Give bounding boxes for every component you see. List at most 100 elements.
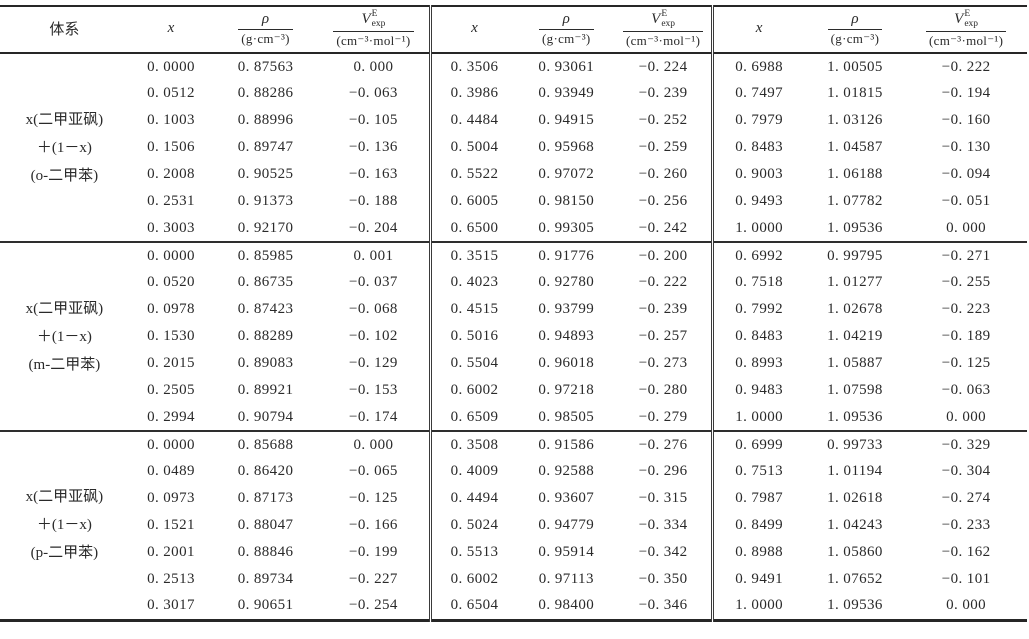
cell-rho: 1. 01277 xyxy=(827,274,883,291)
column-header-rho-2: ρ (g·cm⁻³) xyxy=(517,6,616,55)
cell-rho: 0. 88996 xyxy=(237,112,294,129)
cell-vexp: −0. 346 xyxy=(638,597,688,614)
cell-vexp: −0. 274 xyxy=(941,490,991,507)
cell-x: 0. 5024 xyxy=(429,512,517,540)
cell-vexp: −0. 194 xyxy=(941,85,991,102)
cell-rho: 1. 05887 xyxy=(827,355,883,372)
cell-rho: 1. 07782 xyxy=(827,193,883,210)
cell-x: 0. 4494 xyxy=(429,485,517,513)
cell-x: 0. 6504 xyxy=(429,593,517,621)
cell-rho: 1. 02678 xyxy=(827,301,883,318)
cell-rho: 0. 87173 xyxy=(237,490,294,507)
system-label-line: ＋(1－x) xyxy=(36,139,92,156)
cell-vexp: −0. 068 xyxy=(349,301,398,318)
cell-vexp: −0. 256 xyxy=(638,193,688,210)
cell-x: 0. 4484 xyxy=(429,107,517,135)
cell-vexp: −0. 065 xyxy=(349,463,398,480)
table-row: 0. 3017 0. 90651 −0. 254 0. 6504 0. 98400 −0.… xyxy=(0,593,1027,621)
cell-rho: 0. 86735 xyxy=(237,274,294,291)
cell-vexp: −0. 329 xyxy=(941,436,991,453)
system-label-line: (o-二甲苯) xyxy=(30,167,99,184)
x-symbol: x xyxy=(471,20,478,37)
cell-x: 0. 9491 xyxy=(710,566,805,594)
cell-vexp: −0. 239 xyxy=(638,301,688,318)
cell-rho: 0. 96018 xyxy=(538,355,595,372)
cell-vexp: −0. 153 xyxy=(349,382,398,399)
cell-x: 0. 2994 xyxy=(147,408,195,425)
cell-rho: 0. 97218 xyxy=(538,382,595,399)
cell-rho: 0. 91373 xyxy=(237,193,294,210)
column-header-x-3: x xyxy=(710,6,805,55)
cell-vexp: −0. 136 xyxy=(349,139,398,156)
cell-x: 0. 2015 xyxy=(147,355,195,372)
cell-rho: 0. 93061 xyxy=(538,58,595,75)
system-label-line: x(二甲亚砜) xyxy=(25,300,104,317)
cell-rho: 0. 92780 xyxy=(538,274,595,291)
table-row: 0. 1530 0. 88289 −0. 102 0. 5016 0. 94893 −0.… xyxy=(0,323,1027,351)
cell-rho: 0. 86420 xyxy=(237,463,294,480)
cell-x: 0. 0000 xyxy=(147,58,195,75)
cell-rho: 0. 97072 xyxy=(538,166,595,183)
cell-rho: 0. 89747 xyxy=(237,139,294,156)
cell-vexp: −0. 199 xyxy=(349,544,398,561)
cell-rho: 0. 88289 xyxy=(237,328,294,345)
cell-rho: 1. 05860 xyxy=(827,544,883,561)
cell-x: 0. 3986 xyxy=(429,80,517,108)
cell-rho: 0. 90525 xyxy=(237,166,294,183)
cell-vexp: −0. 051 xyxy=(941,193,991,210)
cell-vexp: 0. 000 xyxy=(353,58,394,75)
cell-rho: 1. 06188 xyxy=(827,166,883,183)
cell-vexp: −0. 242 xyxy=(638,219,688,236)
table-row: 0. 2015 0. 89083 −0. 129 0. 5504 0. 96018 −0.… xyxy=(0,350,1027,378)
cell-rho: 0. 93799 xyxy=(538,301,595,318)
cell-rho: 0. 99733 xyxy=(827,436,883,453)
rho-fraction: ρ (g·cm⁻³) xyxy=(539,11,594,47)
cell-x: 0. 7987 xyxy=(710,485,805,513)
cell-rho: 0. 90651 xyxy=(237,597,294,614)
cell-rho: 1. 07598 xyxy=(827,382,883,399)
table-row: 0. 0978 0. 87423 −0. 068 0. 4515 0. 93799 −0.… xyxy=(0,296,1027,324)
cell-vexp: −0. 101 xyxy=(941,571,991,588)
cell-vexp: −0. 037 xyxy=(349,274,398,291)
cell-x: 0. 1003 xyxy=(147,112,195,129)
cell-vexp: −0. 257 xyxy=(638,328,688,345)
cell-rho: 0. 95914 xyxy=(538,544,595,561)
cell-vexp: −0. 315 xyxy=(638,490,688,507)
system-label-line: ＋(1－x) xyxy=(36,517,92,534)
cell-vexp: −0. 160 xyxy=(941,112,991,129)
cell-vexp: −0. 188 xyxy=(349,193,398,210)
cell-x: 0. 5016 xyxy=(429,323,517,351)
table-row: 0. 1521 0. 88047 −0. 166 0. 5024 0. 94779 −0.… xyxy=(0,512,1027,540)
cell-rho: 0. 91776 xyxy=(538,247,595,264)
cell-x: 0. 4515 xyxy=(429,296,517,324)
cell-x: 0. 2008 xyxy=(147,166,195,183)
cell-rho: 0. 88047 xyxy=(237,517,294,534)
cell-vexp: −0. 227 xyxy=(349,571,398,588)
cell-vexp: −0. 105 xyxy=(349,112,398,129)
table-row: 0. 0520 0. 86735 −0. 037 0. 4023 0. 92780 −0.… xyxy=(0,269,1027,297)
cell-rho: 0. 94779 xyxy=(538,517,595,534)
cell-rho: 1. 04243 xyxy=(827,517,883,534)
cell-rho: 1. 04219 xyxy=(827,328,883,345)
cell-vexp: −0. 130 xyxy=(941,139,991,156)
table-row: 0. 3003 0. 92170 −0. 204 0. 6500 0. 99305 −0.… xyxy=(0,215,1027,243)
table-row: 0. 2001 0. 88846 −0. 199 0. 5513 0. 95914 −0.… xyxy=(0,539,1027,567)
cell-rho: 0. 88286 xyxy=(237,85,294,102)
system-label-line: ＋(1－x) xyxy=(36,328,92,345)
cell-vexp: 0. 000 xyxy=(946,408,987,425)
cell-vexp: 0. 001 xyxy=(353,247,394,264)
cell-x: 0. 6002 xyxy=(429,566,517,594)
cell-vexp: −0. 334 xyxy=(638,517,688,534)
cell-vexp: −0. 204 xyxy=(349,219,398,236)
table-row: 0. 2513 0. 89734 −0. 227 0. 6002 0. 97113 −0.… xyxy=(0,566,1027,594)
cell-x: 0. 7992 xyxy=(710,296,805,324)
cell-vexp: −0. 280 xyxy=(638,382,688,399)
cell-vexp: −0. 273 xyxy=(638,355,688,372)
cell-x: 0. 6992 xyxy=(710,242,805,270)
group-dmso-p-xylene: x(二甲亚砜) ＋(1－x) (p-二甲苯) 0. 0000 0. 85688 0. 00… xyxy=(0,431,1027,621)
cell-x: 0. 0520 xyxy=(147,274,195,291)
cell-x: 0. 5504 xyxy=(429,350,517,378)
cell-rho: 0. 92588 xyxy=(538,463,595,480)
